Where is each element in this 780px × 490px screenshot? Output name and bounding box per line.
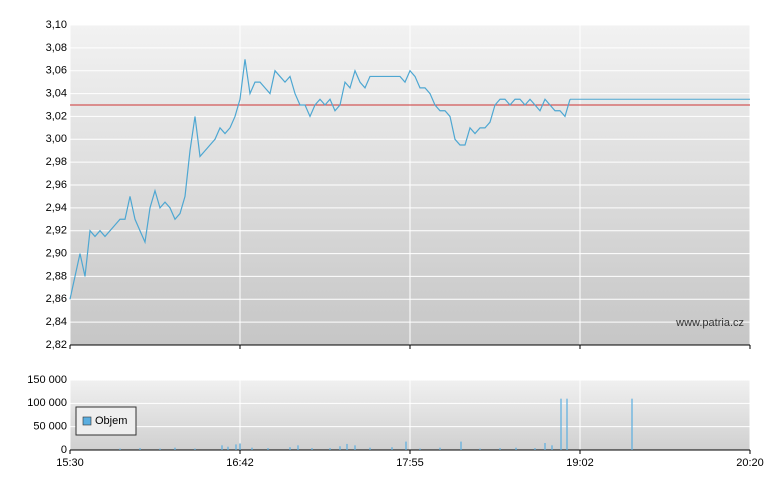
volume-bar: [267, 448, 269, 450]
watermark: www.patria.cz: [675, 317, 744, 329]
volume-bar: [439, 447, 441, 450]
volume-bar: [460, 441, 462, 450]
volume-bar: [354, 445, 356, 450]
volume-bar: [499, 448, 501, 450]
volume-bar: [631, 398, 633, 450]
volume-bar: [544, 443, 546, 450]
y-tick-label: 50 000: [33, 421, 67, 433]
volume-bar: [419, 448, 421, 450]
volume-bar: [221, 445, 223, 450]
volume-bar: [391, 447, 393, 450]
y-tick-label: 2,94: [46, 202, 67, 214]
volume-bar: [534, 448, 536, 450]
x-tick-label: 17:55: [396, 457, 424, 469]
y-tick-label: 3,04: [46, 87, 67, 99]
x-tick-label: 16:42: [226, 457, 254, 469]
legend-swatch: [82, 416, 92, 426]
y-tick-label: 3,00: [46, 133, 67, 145]
volume-bar: [235, 444, 237, 450]
volume-bar: [329, 448, 331, 450]
volume-bar: [251, 447, 253, 450]
volume-bar: [560, 398, 562, 450]
volume-bar: [515, 447, 517, 450]
y-tick-label: 0: [61, 444, 67, 456]
volume-bar: [227, 446, 229, 450]
volume-bar: [239, 443, 241, 450]
volume-bar: [405, 441, 407, 450]
legend-label: Objem: [95, 415, 127, 427]
y-tick-label: 2,88: [46, 270, 67, 282]
volume-bar: [311, 448, 313, 450]
volume-bar: [119, 448, 121, 450]
volume-bar: [194, 448, 196, 450]
volume-bar: [346, 443, 348, 450]
volume-bar: [339, 446, 341, 450]
y-tick-label: 100 000: [27, 397, 67, 409]
volume-bar: [139, 448, 141, 450]
y-tick-label: 2,90: [46, 247, 67, 259]
x-tick-label: 20:20: [736, 457, 764, 469]
volume-bar: [289, 447, 291, 450]
y-tick-label: 2,96: [46, 179, 67, 191]
x-tick-label: 19:02: [566, 457, 594, 469]
y-tick-label: 2,98: [46, 156, 67, 168]
y-tick-label: 2,82: [46, 339, 67, 351]
volume-bar: [551, 445, 553, 450]
y-tick-label: 150 000: [27, 374, 67, 386]
y-tick-label: 3,06: [46, 65, 67, 77]
price-line: [69, 59, 571, 300]
y-tick-label: 3,10: [46, 19, 67, 31]
y-tick-label: 2,84: [46, 316, 67, 328]
y-tick-label: 2,92: [46, 225, 67, 237]
volume-bar: [174, 447, 176, 450]
x-tick-label: 15:30: [56, 457, 84, 469]
y-tick-label: 2,86: [46, 293, 67, 305]
volume-bar: [297, 445, 299, 450]
volume-bar: [369, 447, 371, 450]
volume-bar: [159, 448, 161, 450]
y-tick-label: 3,08: [46, 42, 67, 54]
volume-bar: [566, 398, 568, 450]
y-tick-label: 3,02: [46, 110, 67, 122]
volume-bar: [479, 448, 481, 450]
